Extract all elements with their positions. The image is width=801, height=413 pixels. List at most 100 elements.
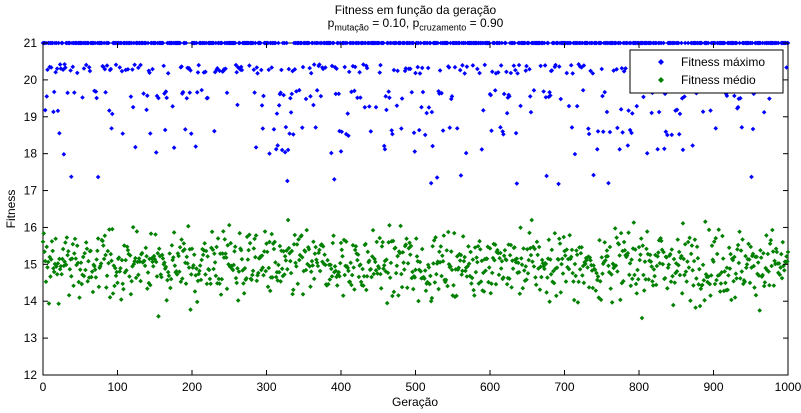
max-fitness-point xyxy=(352,88,357,94)
mean-fitness-point xyxy=(549,247,555,253)
mean-fitness-point xyxy=(79,281,85,287)
max-fitness-point xyxy=(399,126,404,131)
max-fitness-point xyxy=(558,96,564,102)
mean-fitness-point xyxy=(182,260,188,266)
mean-fitness-point xyxy=(530,259,535,264)
mean-fitness-point xyxy=(557,241,563,246)
mean-fitness-point xyxy=(413,267,418,273)
mean-fitness-point xyxy=(457,258,463,263)
mean-fitness-point xyxy=(714,277,719,283)
max-fitness-point xyxy=(196,62,202,68)
max-fitness-point xyxy=(164,95,169,101)
mean-fitness-point xyxy=(238,247,244,253)
mean-fitness-point xyxy=(607,244,613,250)
max-fitness-point xyxy=(258,67,264,73)
max-fitness-point xyxy=(737,40,742,46)
max-fitness-point xyxy=(219,40,225,46)
mean-fitness-point xyxy=(123,257,128,263)
mean-fitness-point xyxy=(196,271,202,277)
mean-fitness-point xyxy=(608,286,613,291)
mean-fitness-point xyxy=(96,284,102,290)
max-fitness-point xyxy=(239,67,245,73)
max-fitness-point xyxy=(543,94,549,100)
mean-fitness-point xyxy=(710,257,716,263)
mean-fitness-point xyxy=(691,258,697,264)
mean-fitness-point xyxy=(216,276,222,282)
mean-fitness-point xyxy=(588,258,593,263)
max-fitness-point xyxy=(625,143,631,148)
mean-fitness-point xyxy=(746,257,752,262)
mean-fitness-point xyxy=(504,281,510,287)
max-fitness-point xyxy=(662,146,667,152)
max-fitness-point xyxy=(600,129,606,135)
mean-fitness-point xyxy=(653,282,659,288)
max-fitness-point xyxy=(784,65,789,70)
mean-fitness-point xyxy=(570,270,575,276)
mean-fitness-point xyxy=(263,268,269,274)
mean-fitness-point xyxy=(106,260,111,266)
max-fitness-point xyxy=(676,131,682,137)
mean-fitness-point xyxy=(613,263,619,268)
max-fitness-point xyxy=(606,180,611,186)
mean-fitness-point xyxy=(697,266,702,272)
mean-fitness-point xyxy=(494,249,500,255)
mean-fitness-point xyxy=(760,272,765,278)
max-fitness-point xyxy=(417,71,423,76)
mean-fitness-point xyxy=(626,230,631,236)
max-fitness-point xyxy=(679,40,684,46)
mean-fitness-point xyxy=(361,283,366,288)
mean-fitness-point xyxy=(76,279,82,285)
mean-fitness-point xyxy=(618,297,623,303)
max-fitness-point xyxy=(254,65,260,70)
mean-fitness-point xyxy=(475,243,481,249)
mean-fitness-point xyxy=(661,249,666,255)
mean-fitness-point xyxy=(240,268,245,273)
mean-fitness-point xyxy=(517,291,523,297)
mean-fitness-point xyxy=(632,272,637,278)
mean-fitness-point xyxy=(287,250,292,256)
max-fitness-point xyxy=(615,125,620,131)
mean-fitness-point xyxy=(358,279,364,285)
mean-fitness-point xyxy=(382,258,388,264)
mean-fitness-point xyxy=(670,273,675,279)
max-fitness-point xyxy=(343,131,349,137)
mean-fitness-point xyxy=(101,243,106,248)
mean-fitness-point xyxy=(71,283,76,289)
mean-fitness-point xyxy=(162,266,168,272)
max-fitness-point xyxy=(281,92,286,98)
mean-fitness-point xyxy=(717,272,722,278)
mean-fitness-point xyxy=(714,251,720,257)
mean-fitness-point xyxy=(423,288,429,294)
max-fitness-point xyxy=(412,149,418,154)
max-fitness-point xyxy=(331,177,337,182)
mean-fitness-point xyxy=(688,251,694,257)
mean-fitness-point xyxy=(478,279,484,284)
mean-fitness-point xyxy=(673,270,678,276)
mean-fitness-point xyxy=(165,277,170,283)
mean-fitness-point xyxy=(128,291,134,297)
mean-fitness-point xyxy=(56,301,61,307)
max-fitness-point xyxy=(377,70,383,75)
max-fitness-point xyxy=(419,65,425,71)
max-fitness-point xyxy=(180,89,186,95)
max-fitness-point xyxy=(415,64,421,70)
mean-fitness-point xyxy=(222,237,228,242)
mean-fitness-point xyxy=(345,265,351,271)
mean-fitness-point xyxy=(591,263,596,268)
mean-fitness-point xyxy=(512,245,517,250)
mean-fitness-point xyxy=(443,277,449,283)
mean-fitness-point xyxy=(42,249,47,255)
mean-fitness-point xyxy=(396,249,402,254)
mean-fitness-point xyxy=(648,259,654,264)
mean-fitness-point xyxy=(779,275,785,281)
mean-fitness-point xyxy=(518,256,524,261)
max-fitness-point xyxy=(458,173,464,178)
max-fitness-point xyxy=(556,181,561,187)
mean-fitness-point xyxy=(273,260,278,265)
mean-fitness-point xyxy=(48,257,54,262)
max-fitness-point xyxy=(462,71,467,76)
max-fitness-point xyxy=(528,109,534,115)
max-fitness-point xyxy=(595,129,601,134)
max-fitness-point xyxy=(45,67,50,73)
mean-fitness-point xyxy=(650,283,656,288)
